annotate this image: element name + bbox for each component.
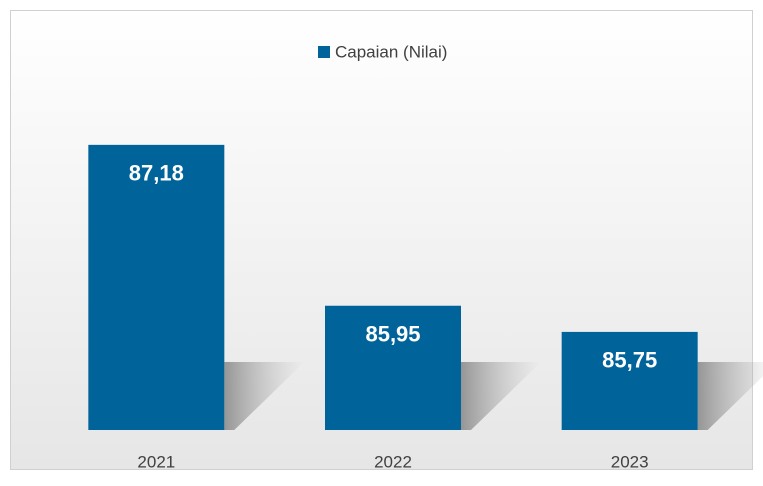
x-tick-label: 2021 bbox=[137, 452, 175, 471]
bar-shadow bbox=[461, 362, 541, 430]
bar-shadow bbox=[224, 362, 305, 430]
data-label: 87,18 bbox=[129, 161, 184, 186]
legend-label: Capaian (Nilai) bbox=[335, 42, 447, 61]
x-tick-label: 2022 bbox=[374, 452, 412, 471]
data-label: 85,95 bbox=[365, 322, 420, 347]
legend-swatch bbox=[318, 46, 330, 58]
x-tick-label: 2023 bbox=[611, 452, 649, 471]
bar bbox=[325, 305, 461, 430]
data-label: 85,75 bbox=[602, 348, 657, 373]
bar-shadow bbox=[697, 362, 763, 430]
bar bbox=[88, 144, 225, 430]
bar bbox=[561, 331, 698, 430]
